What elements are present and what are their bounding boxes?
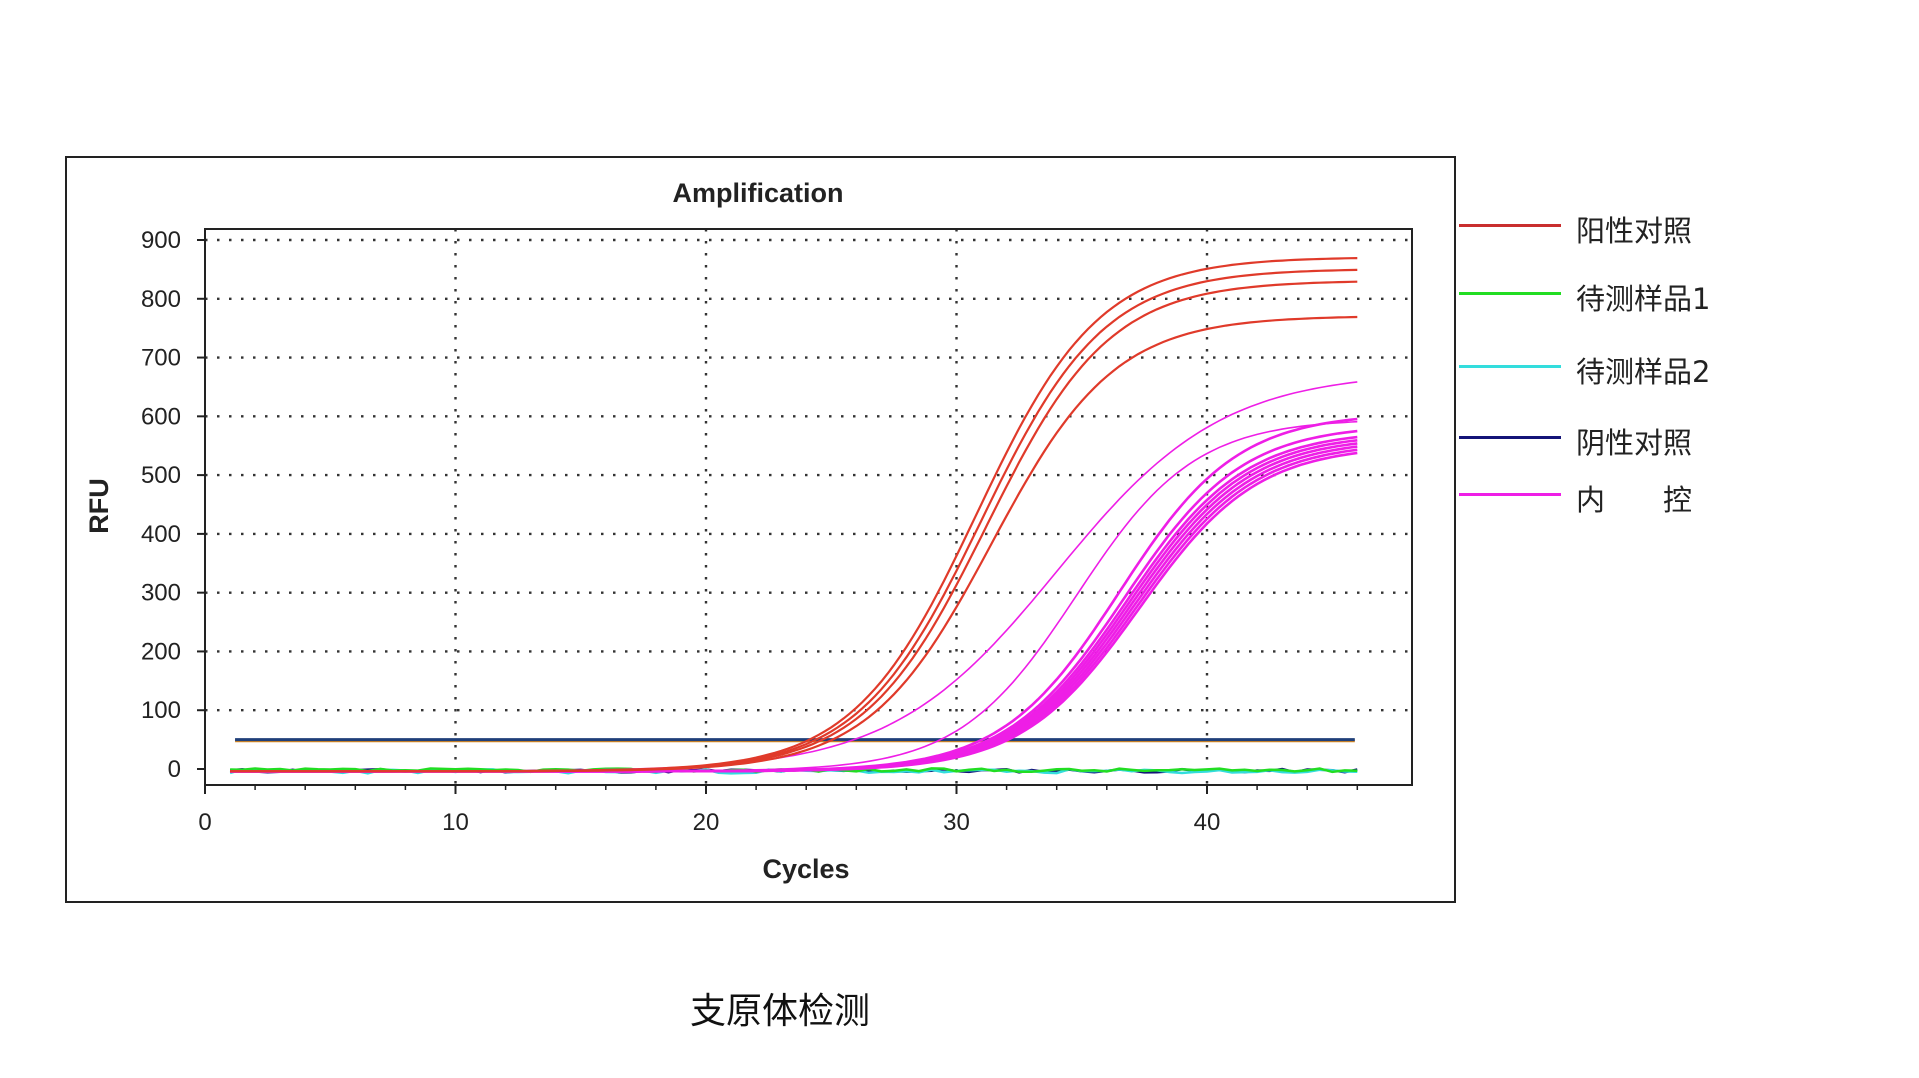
x-axis-label: Cycles xyxy=(762,854,849,884)
x-tick-label: 30 xyxy=(943,809,970,836)
y-axis-label: RFU xyxy=(84,478,114,534)
y-tick-label: 200 xyxy=(141,638,181,665)
plot-border xyxy=(204,228,1413,786)
legend-label: 阴性对照 xyxy=(1576,426,1693,460)
series-internal-control-line xyxy=(230,381,1358,773)
y-tick-label: 300 xyxy=(141,580,181,607)
y-tick-label: 600 xyxy=(141,403,181,430)
y-tick-label: 700 xyxy=(141,345,181,372)
series-internal-control-line xyxy=(230,429,1358,773)
legend-label: 阳性对照 xyxy=(1576,214,1693,248)
chart-frame xyxy=(65,156,1456,903)
series-positive-control-line xyxy=(230,257,1358,773)
y-tick-label: 800 xyxy=(141,286,181,313)
legend-swatch xyxy=(1459,493,1561,496)
series-internal-control-line xyxy=(230,417,1358,773)
legend-swatch xyxy=(1459,436,1561,439)
legend-item-sample-2: 待测样品2 xyxy=(1459,347,1759,389)
series-internal-control-line xyxy=(230,442,1358,773)
legend-label: 待测样品2 xyxy=(1576,355,1711,389)
figure-caption: 支原体检测 xyxy=(689,991,870,1032)
y-tick-label: 400 xyxy=(141,521,181,548)
series-internal-control-line xyxy=(230,435,1358,773)
legend-swatch xyxy=(1459,365,1561,368)
x-tick-label: 40 xyxy=(1194,809,1221,836)
y-tick-label: 100 xyxy=(141,697,181,724)
x-tick-label: 0 xyxy=(198,809,211,836)
series-positive-control-line xyxy=(230,315,1358,773)
x-tick-label: 20 xyxy=(693,809,720,836)
legend-item-internal-control: 内 控 xyxy=(1459,475,1759,517)
legend-label: 待测样品1 xyxy=(1576,282,1711,316)
legend-item-sample-1: 待测样品1 xyxy=(1459,274,1759,316)
legend-swatch xyxy=(1459,224,1561,227)
legend-item-positive-control: 阳性对照 xyxy=(1459,206,1759,248)
legend-swatch xyxy=(1459,292,1561,295)
legend-label: 内 控 xyxy=(1576,483,1693,517)
series-internal-control-line xyxy=(230,445,1358,773)
chart-title: Amplification xyxy=(672,178,843,208)
series-internal-control-line xyxy=(230,439,1358,773)
y-tick-label: 900 xyxy=(141,227,181,254)
series-internal-control-line xyxy=(230,451,1358,773)
legend-item-negative-control: 阴性对照 xyxy=(1459,418,1759,460)
series-positive-control-line xyxy=(230,280,1358,773)
x-tick-label: 10 xyxy=(442,809,469,836)
y-tick-label: 0 xyxy=(168,756,181,783)
y-tick-label: 500 xyxy=(141,462,181,489)
